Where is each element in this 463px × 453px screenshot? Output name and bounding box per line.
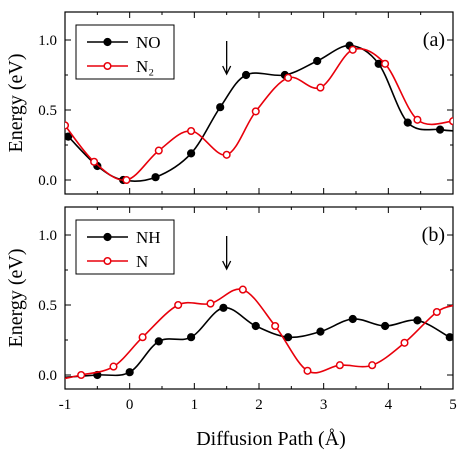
panel-b-label: (b) — [422, 224, 445, 246]
panel-b-series-nh-point — [251, 321, 260, 331]
panel-b-series-nh-line — [65, 306, 453, 379]
panel-b-y-axis-label: Energy (eV) — [5, 248, 27, 347]
panel-a-y-axis-label: Energy (eV) — [5, 53, 27, 152]
panel-b-legend-swatch-marker — [103, 256, 112, 266]
panel-b-series-n-point — [335, 361, 344, 370]
panel-a-series-no-point — [403, 118, 412, 127]
panel-b-y-tick-label: 0.5 — [38, 298, 57, 314]
panel-b-series-nh-point — [381, 321, 390, 331]
panel-b-y-tick-label: 0.0 — [38, 368, 57, 384]
x-axis-label: Diffusion Path (Å) — [196, 428, 346, 450]
panel-b-legend-box — [75, 219, 175, 275]
panel-a-series-n-point — [90, 157, 99, 166]
panel-a-series-no-point — [151, 173, 160, 182]
panel-b-legend: NH N — [75, 219, 175, 275]
panel-a-series-no-point — [313, 56, 322, 66]
panel-b-y-tick-label: 1.0 — [38, 228, 57, 244]
panel-a-series-n-point — [316, 83, 325, 92]
panel-a-series-no-point — [241, 70, 251, 80]
panel-a-legend-label: NO — [136, 33, 161, 52]
panel-a-series-no-point — [435, 125, 445, 134]
panel-b-series-n-point — [271, 321, 280, 331]
panel-b-series-nh-point — [445, 333, 453, 342]
panel-b-series-n-point — [368, 361, 377, 370]
panel-a-legend-swatch-marker — [103, 37, 112, 47]
panel-b-series-nh-point — [413, 316, 422, 325]
panel-b-legend-label: N — [136, 252, 148, 271]
panel-b-series-n-point — [432, 307, 441, 317]
panel-b-group: 0.0 0.5 1.0 -1 0 1 2 3 4 5 Diffusion Path (Å) Energ… — [5, 206, 457, 450]
panel-b-series-n-point — [238, 285, 247, 294]
panel-a-group: 0.0 0.5 1.0 Energy (eV) (a) NO N₂ — [5, 11, 454, 195]
panel-a-y-tick-label: 1.0 — [38, 33, 57, 49]
panel-a-legend: NO N₂ — [75, 24, 175, 80]
panel-b-series-n-point — [400, 338, 409, 347]
x-tick-label: -1 — [59, 397, 72, 413]
panel-b-series-n-point — [138, 333, 147, 342]
panel-a-series-n-point — [413, 115, 422, 124]
panel-b-series-nh-point — [348, 314, 357, 324]
panel-b-series-nh-point — [284, 333, 293, 342]
panel-a-legend-box — [75, 24, 175, 80]
panel-a-series-no-point — [65, 132, 73, 141]
panel-a-series-n-point — [381, 59, 390, 68]
panel-a-series-n-point — [65, 121, 70, 130]
panel-b-series-n-line — [65, 288, 453, 380]
panel-a-series-n-point — [448, 117, 453, 126]
panel-b-series-n-point — [109, 362, 118, 371]
panel-b-series-nh-point — [316, 327, 325, 336]
panel-a-series-n-point — [154, 146, 163, 155]
panel-b-series-nh-point — [187, 333, 196, 342]
x-tick-label: 4 — [385, 397, 393, 413]
panel-b-series-nh-point — [154, 337, 163, 346]
panel-b-legend-label: NH — [136, 228, 161, 247]
panel-b-series-nh-point — [125, 368, 134, 377]
x-tick-label: 3 — [320, 397, 328, 413]
panel-b-series-n-point — [206, 299, 215, 308]
x-tick-label: 5 — [449, 397, 457, 413]
panel-b-arrow-head — [222, 260, 232, 271]
panel-a-legend-label: N₂ — [136, 57, 154, 76]
x-tick-label: 1 — [191, 397, 199, 413]
panel-b-data — [65, 285, 453, 380]
panel-a-legend-swatch-marker — [103, 61, 112, 71]
x-tick-label: 2 — [255, 397, 263, 413]
panel-a-series-n-point — [122, 175, 131, 185]
panel-b-series-n-point — [303, 366, 312, 375]
panel-b-series-n-point — [174, 300, 183, 310]
panel-a-series-n-point — [187, 126, 196, 136]
panel-a-series-n-point — [251, 107, 260, 116]
panel-a-series-n-point — [348, 45, 357, 54]
panel-a-arrow-head — [222, 65, 232, 76]
panel-a-series-no-point — [216, 103, 225, 112]
panel-a-series-n-point — [284, 73, 293, 82]
panel-a-y-tick-label: 0.0 — [38, 173, 57, 189]
panel-a-series-no-point — [187, 149, 196, 158]
panel-a-y-tick-label: 0.5 — [38, 103, 57, 119]
x-tick-label: 0 — [126, 397, 134, 413]
panel-a-data — [65, 41, 453, 185]
panel-a-series-n-point — [222, 150, 231, 159]
panel-a-label: (a) — [423, 29, 445, 51]
panel-b-legend-swatch-marker — [103, 232, 112, 242]
panel-b-series-nh-point — [219, 303, 228, 312]
panel-b-series-n-point — [77, 370, 86, 380]
